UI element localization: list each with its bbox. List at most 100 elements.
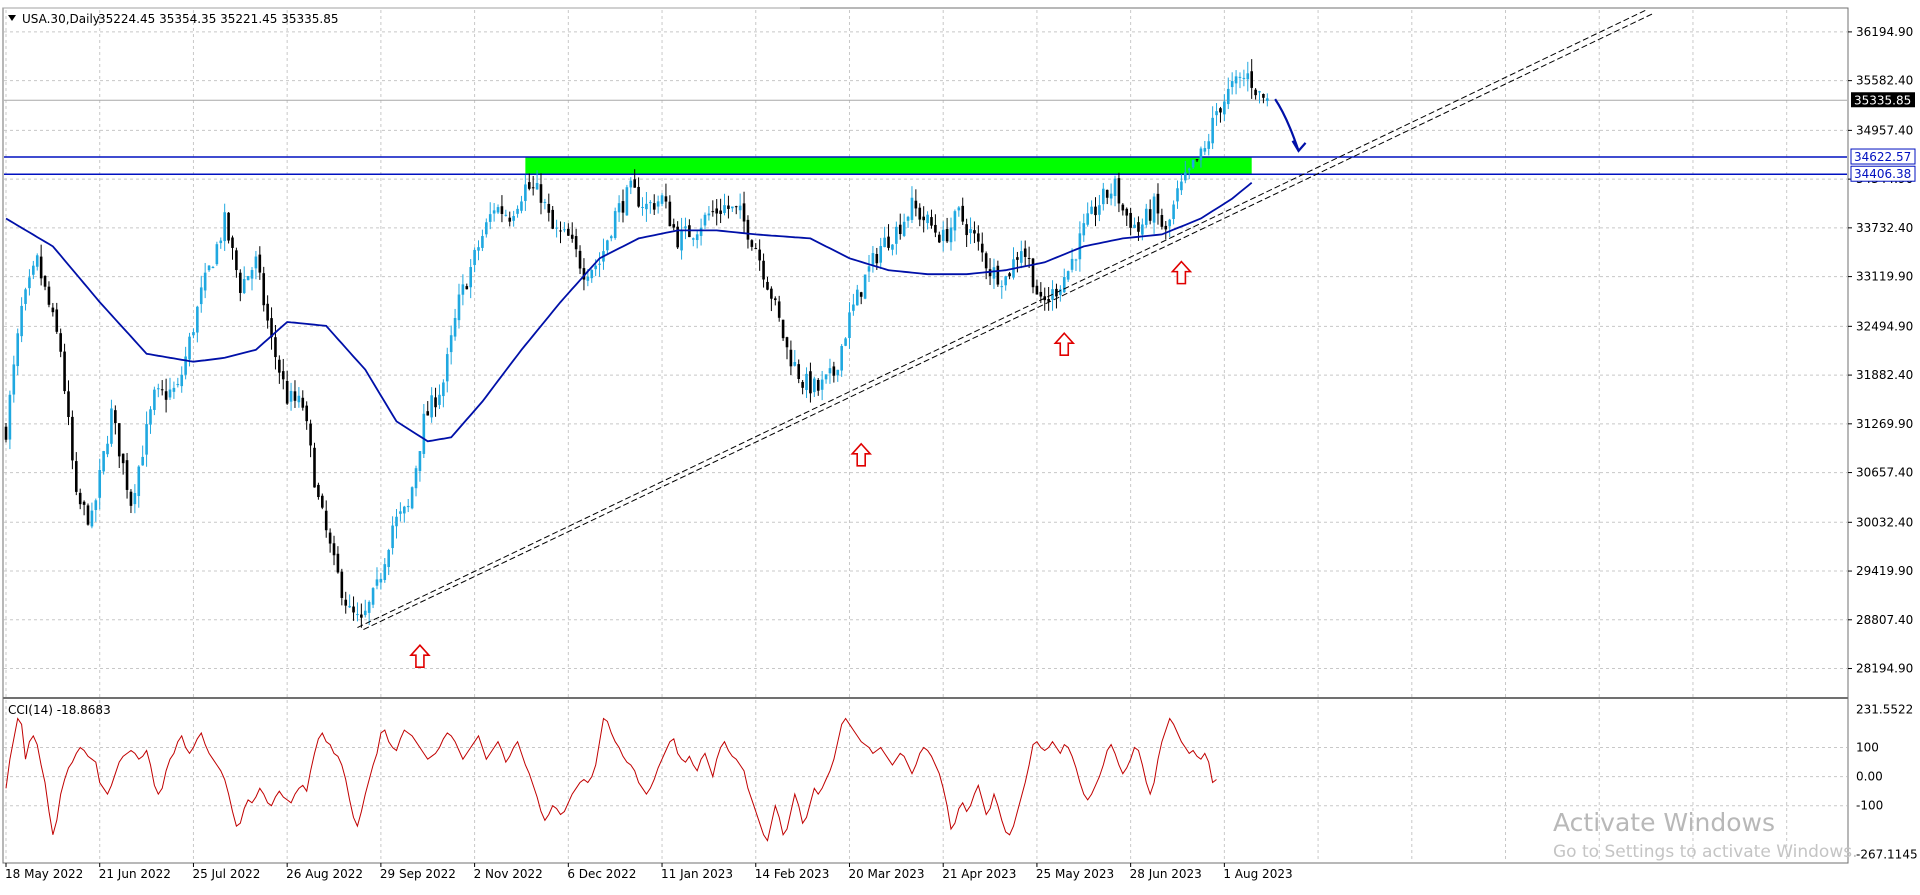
- candle: [855, 284, 859, 306]
- candle: [465, 283, 469, 290]
- cci-line[interactable]: [5, 717, 1217, 842]
- candle: [438, 384, 441, 409]
- candle: [363, 599, 367, 618]
- candle: [1004, 275, 1007, 291]
- trendline-lower[interactable]: [363, 13, 1653, 630]
- candle: [442, 379, 445, 408]
- candle: [164, 378, 168, 413]
- candle: [1059, 285, 1062, 302]
- candle: [149, 406, 152, 434]
- up-arrow-icon[interactable]: [1053, 332, 1076, 357]
- candle: [731, 206, 734, 213]
- candle: [844, 337, 847, 347]
- candle: [567, 223, 570, 236]
- candle: [750, 239, 754, 251]
- candle: [1090, 200, 1093, 215]
- candle: [1000, 280, 1004, 299]
- candle: [8, 390, 12, 450]
- price-tick-label: 33732.40: [1856, 221, 1913, 235]
- price-tick-label: 33119.90: [1856, 270, 1913, 284]
- candle: [426, 401, 430, 416]
- candle: [543, 198, 547, 210]
- candle: [582, 258, 586, 291]
- candle: [563, 222, 566, 233]
- candle: [285, 370, 289, 405]
- candle: [649, 200, 652, 214]
- drawings-layer: [357, 9, 1653, 668]
- candle: [254, 250, 258, 280]
- candle: [160, 380, 164, 396]
- resistance-zone-layer: [4, 99, 1847, 175]
- up-arrow-icon[interactable]: [850, 442, 872, 467]
- candle: [82, 500, 86, 516]
- candle: [531, 175, 535, 196]
- candle: [609, 234, 613, 242]
- candle: [1066, 270, 1070, 282]
- candle: [399, 502, 402, 522]
- candle: [246, 275, 250, 281]
- candle: [641, 197, 644, 216]
- price-tick-label: 35582.40: [1856, 74, 1913, 88]
- candle: [629, 177, 633, 195]
- resistance-zone[interactable]: [525, 157, 1252, 175]
- candle: [922, 206, 925, 233]
- candle: [67, 380, 70, 426]
- candle: [90, 502, 94, 529]
- candle: [410, 486, 414, 510]
- up-arrow-icon[interactable]: [409, 643, 431, 668]
- candle: [738, 193, 742, 219]
- candle: [172, 381, 176, 399]
- candle: [1191, 159, 1195, 169]
- down-arrow-icon[interactable]: [1274, 98, 1300, 152]
- candle: [59, 328, 62, 358]
- candle: [1180, 174, 1183, 195]
- candle: [852, 293, 855, 316]
- candle: [695, 229, 699, 249]
- candle: [4, 423, 8, 443]
- candle: [1254, 88, 1257, 100]
- candle: [16, 328, 20, 376]
- candle: [945, 217, 949, 244]
- candle: [898, 213, 902, 240]
- trendline-upper[interactable]: [357, 9, 1647, 628]
- candle: [1117, 172, 1121, 213]
- candle: [102, 450, 105, 475]
- cci-label: CCI(14) -18.8683: [8, 703, 111, 717]
- up-arrow-icon[interactable]: [1170, 260, 1193, 285]
- collapse-triangle-icon[interactable]: [8, 15, 16, 21]
- price-tick-label: 29419.90: [1856, 564, 1913, 578]
- candle: [192, 328, 195, 339]
- candle: [539, 173, 543, 215]
- candle: [278, 355, 281, 384]
- time-tick-label: 29 Sep 2022: [380, 867, 456, 881]
- candle: [820, 370, 824, 401]
- candle: [699, 218, 703, 246]
- price-tick-label: 31882.40: [1856, 368, 1913, 382]
- candle: [957, 205, 961, 217]
- candle: [1223, 94, 1226, 122]
- candles: [4, 59, 1269, 628]
- arrowhead-icon: [1291, 140, 1307, 153]
- candle: [773, 296, 777, 306]
- candle: [848, 302, 851, 349]
- candle: [1211, 106, 1214, 150]
- candle: [1164, 221, 1168, 240]
- candle: [356, 602, 359, 622]
- candle: [110, 399, 113, 447]
- candle: [453, 308, 457, 341]
- moving-average-line[interactable]: [5, 182, 1253, 443]
- candle: [235, 247, 238, 278]
- candle: [914, 189, 918, 217]
- candle: [816, 378, 820, 396]
- candle: [727, 195, 730, 219]
- candle: [1258, 90, 1261, 104]
- candle: [461, 274, 465, 306]
- candle: [309, 419, 312, 458]
- candle: [336, 546, 340, 574]
- candle: [180, 366, 184, 393]
- candle: [203, 262, 207, 299]
- candle: [215, 241, 219, 266]
- candle: [762, 253, 765, 288]
